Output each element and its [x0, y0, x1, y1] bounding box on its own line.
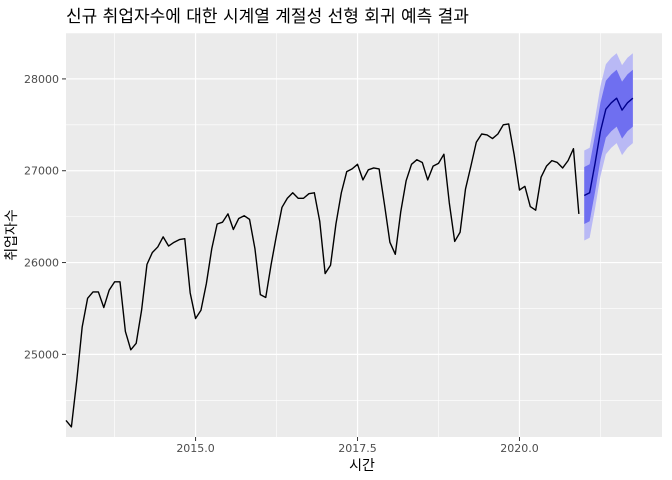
x-axis-ticks: 2015.0 2017.5 2020.0: [176, 437, 539, 455]
y-tick-label: 25000: [24, 348, 59, 361]
y-tick-label: 28000: [24, 73, 59, 86]
x-tick-label: 2017.5: [338, 442, 377, 455]
grid-minor: [66, 32, 662, 437]
chart-title: 신규 취업자수에 대한 시계열 계절성 선형 회귀 예측 결과: [66, 7, 469, 27]
y-axis-title: 취업자수: [4, 209, 20, 261]
plot-panel: [66, 33, 662, 437]
y-axis-ticks: 25000 26000 27000 28000: [24, 73, 66, 361]
series-lines: [65, 97, 634, 428]
y-tick-label: 27000: [24, 165, 59, 178]
x-tick-label: 2015.0: [176, 442, 215, 455]
x-axis-title: 시간: [349, 458, 375, 474]
forecast-mean-line: [583, 97, 634, 197]
history-line: [65, 123, 580, 428]
y-tick-label: 26000: [24, 257, 59, 270]
x-tick-label: 2020.0: [500, 442, 539, 455]
grid-major: [66, 33, 662, 437]
